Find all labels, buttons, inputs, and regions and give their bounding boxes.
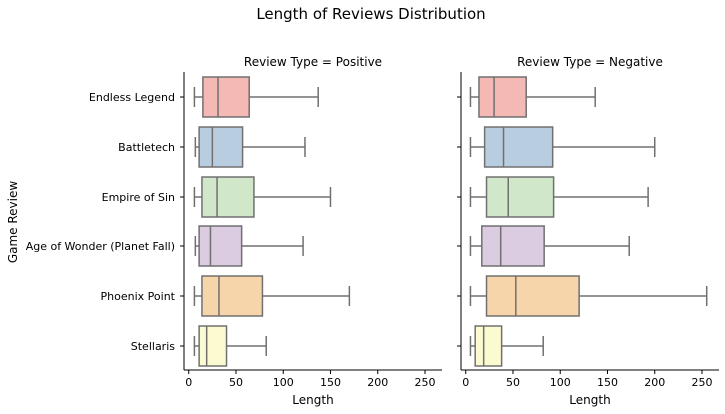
y-tick-label: Endless Legend xyxy=(89,91,175,104)
x-axis-label: Length xyxy=(292,393,333,407)
x-tick-label: 250 xyxy=(414,376,435,389)
x-tick-label: 100 xyxy=(273,376,294,389)
x-tick-label: 250 xyxy=(691,376,712,389)
box-phoenix-point xyxy=(201,275,264,317)
x-tick-label: 200 xyxy=(644,376,665,389)
x-tick-label: 0 xyxy=(185,376,192,389)
x-tick-label: 50 xyxy=(506,376,520,389)
x-tick-label: 50 xyxy=(229,376,243,389)
y-tick-label: Battletech xyxy=(118,141,175,154)
y-tick-label: Phoenix Point xyxy=(101,290,176,303)
x-tick-label: 100 xyxy=(550,376,571,389)
y-tick-label: Empire of Sin xyxy=(102,191,175,204)
panel-title: Review Type = Positive xyxy=(244,55,382,69)
x-tick-label: 150 xyxy=(597,376,618,389)
chart-title: Length of Reviews Distribution xyxy=(256,5,486,23)
box-empire-of-sin xyxy=(201,176,255,218)
y-tick-label: Age of Wonder (Planet Fall) xyxy=(26,240,175,253)
box-age-of-wonder-planet-fall xyxy=(198,225,243,267)
panel-title: Review Type = Negative xyxy=(517,55,663,69)
box-endless-legend xyxy=(478,76,527,118)
box-phoenix-point xyxy=(485,275,580,317)
x-axis-label: Length xyxy=(569,393,610,407)
y-axis-label: Game Review xyxy=(6,181,20,264)
x-tick-label: 150 xyxy=(320,376,341,389)
box-empire-of-sin xyxy=(485,176,555,218)
box-stellaris xyxy=(198,325,228,367)
box-age-of-wonder-planet-fall xyxy=(481,225,545,267)
x-tick-label: 0 xyxy=(462,376,469,389)
box-stellaris xyxy=(474,325,503,367)
box-battletech xyxy=(198,126,244,168)
box-endless-legend xyxy=(202,76,250,118)
x-tick-label: 200 xyxy=(367,376,388,389)
box-battletech xyxy=(483,126,554,168)
y-tick-label: Stellaris xyxy=(131,340,175,353)
